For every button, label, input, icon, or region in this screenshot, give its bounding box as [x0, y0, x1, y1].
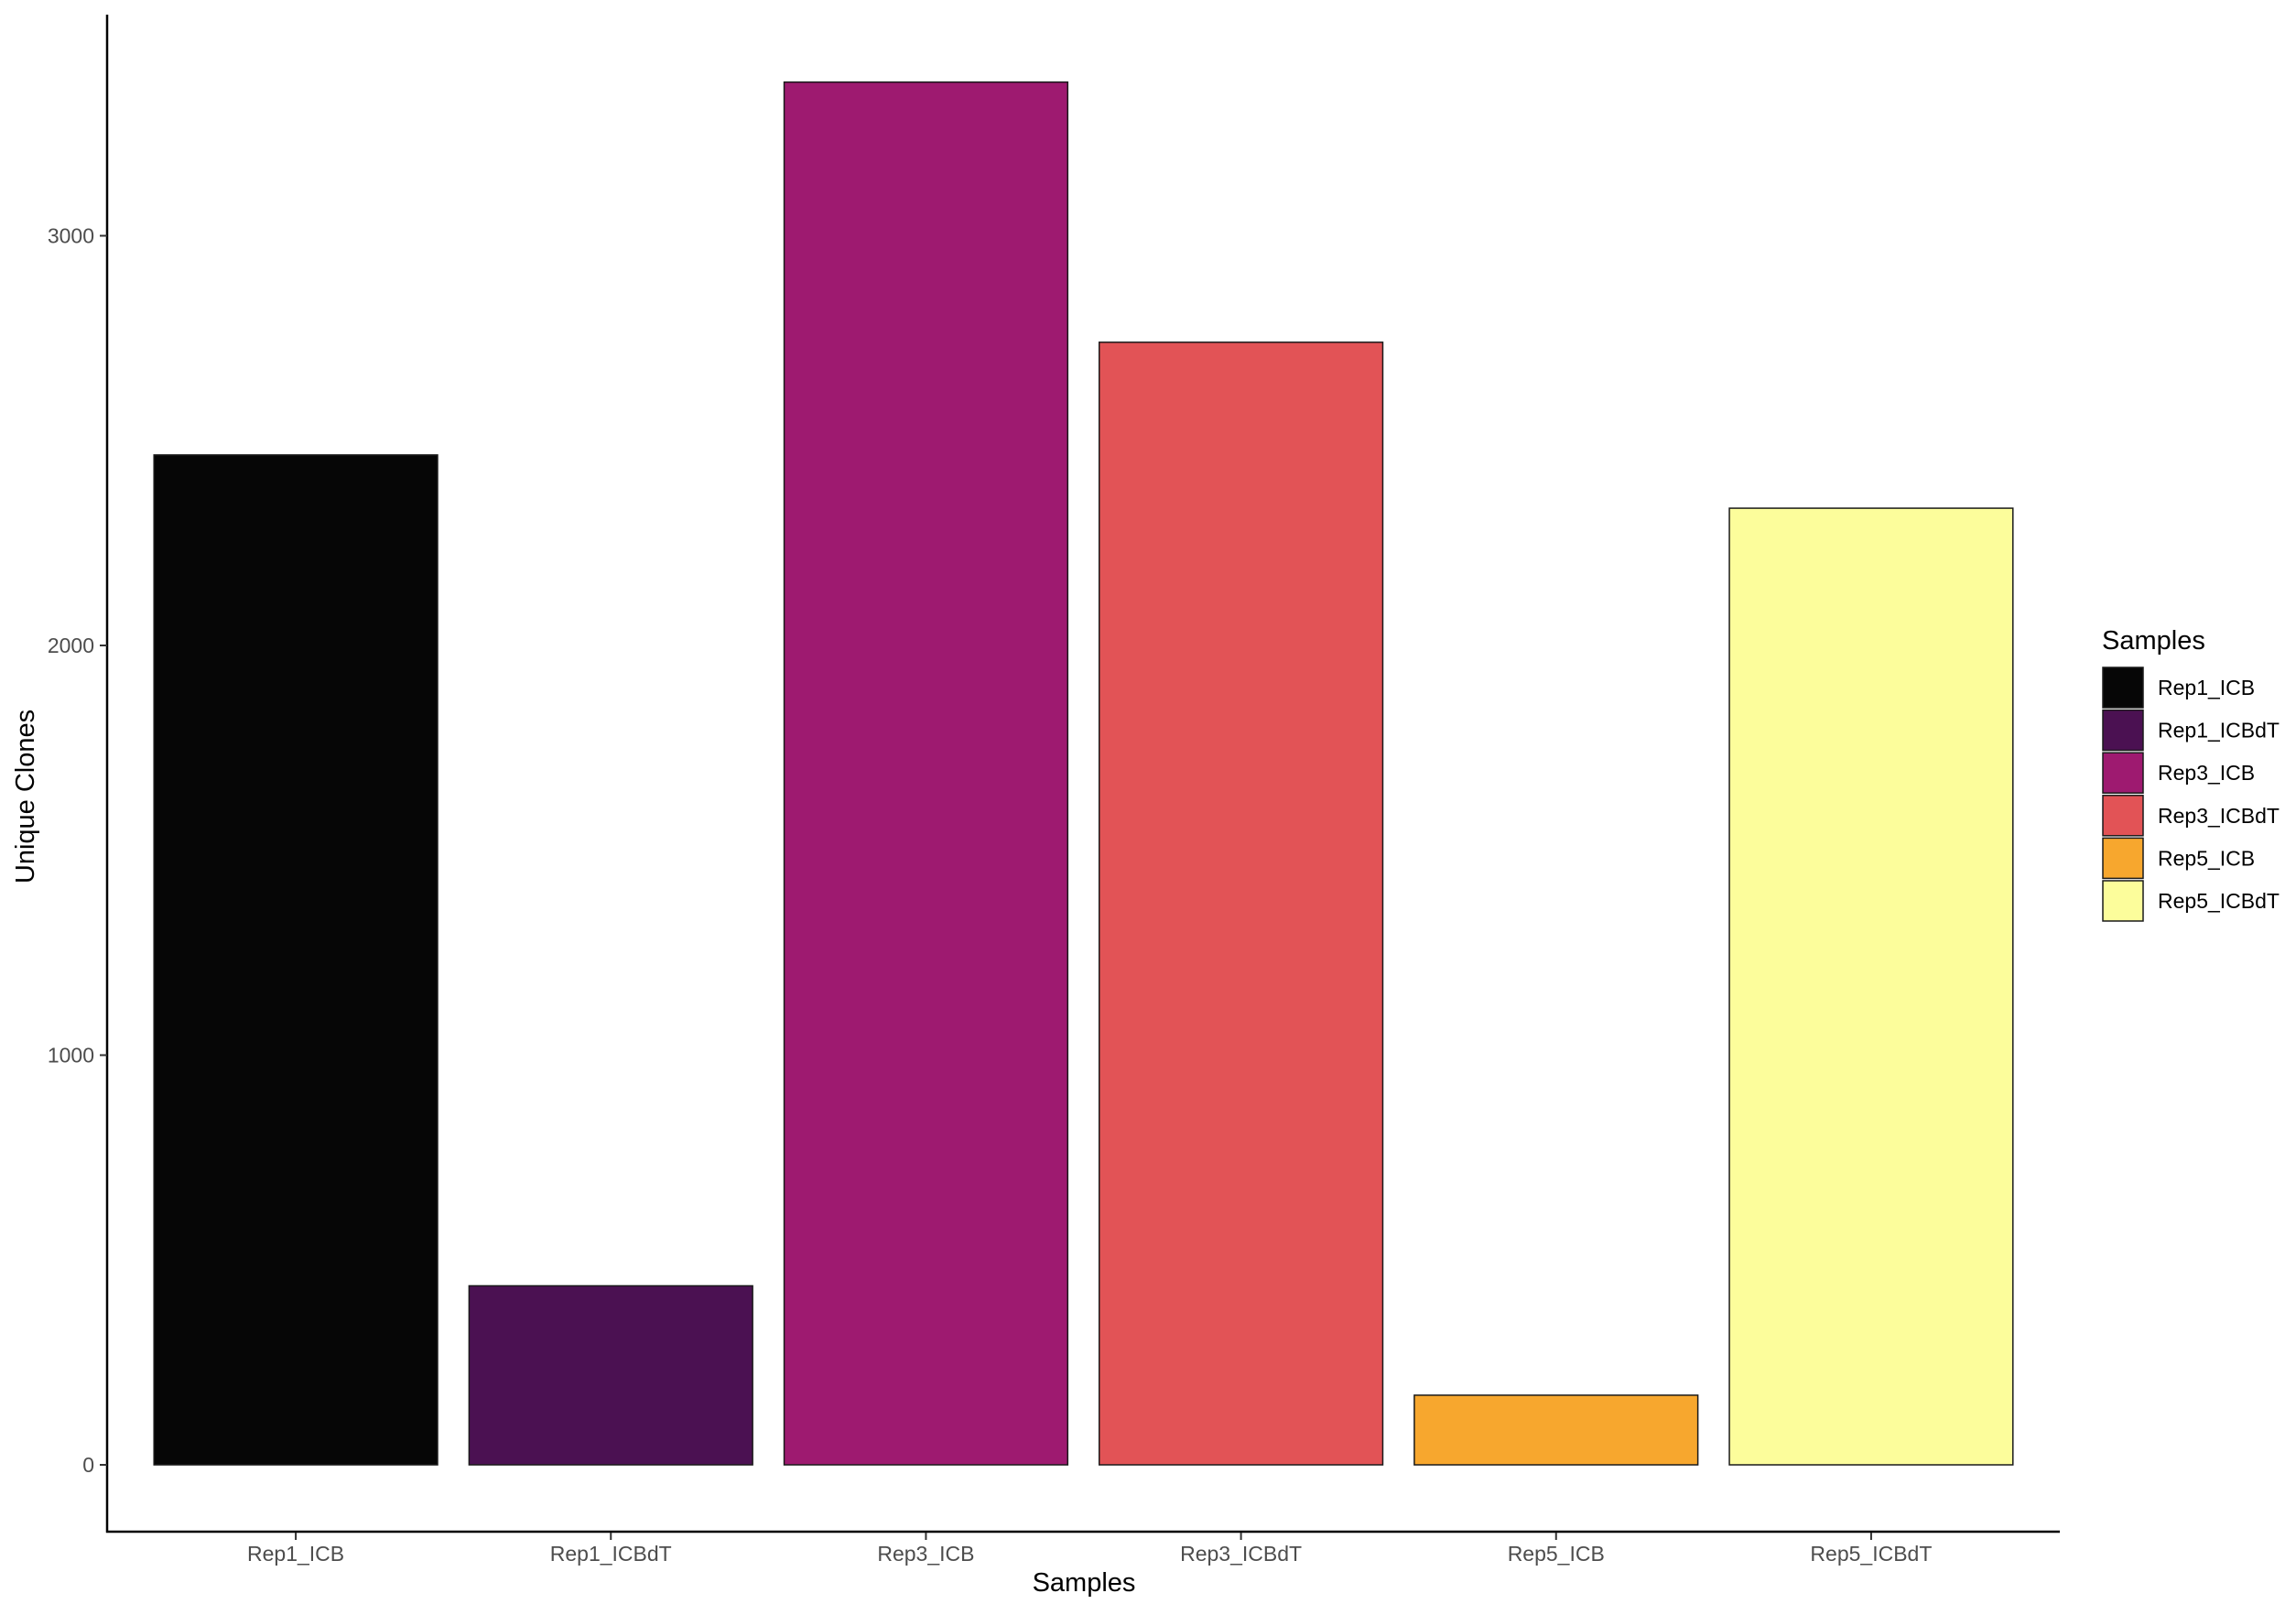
x-axis-title: Samples	[1033, 1568, 1136, 1598]
y-ticks: 0 1000 2000 3000	[48, 224, 107, 1477]
legend: Samples Rep1_ICB Rep1_ICBdT Rep3_ICB Rep3_I…	[2102, 626, 2280, 922]
bar-Rep3_ICBdT	[1098, 341, 1384, 1466]
legend-key-Rep3_ICBdT	[2102, 795, 2144, 837]
legend-items: Rep1_ICB Rep1_ICBdT Rep3_ICB Rep3_ICBdT Rep5…	[2102, 667, 2280, 922]
bars-layer	[153, 81, 2014, 1466]
x-tick-label: Rep5_ICB	[1508, 1542, 1605, 1566]
x-ticks: Rep1_ICB Rep1_ICBdT Rep3_ICB Rep3_ICBdT Rep5…	[247, 1533, 1932, 1566]
y-axis-title: Unique Clones	[11, 710, 40, 883]
legend-key-Rep1_ICB	[2102, 667, 2144, 709]
legend-key-Rep1_ICBdT	[2102, 709, 2144, 752]
y-tick-label: 0	[82, 1453, 94, 1477]
legend-title: Samples	[2102, 626, 2205, 656]
y-tick-label: 2000	[48, 634, 94, 657]
legend-label: Rep1_ICB	[2158, 676, 2255, 699]
legend-label: Rep3_ICB	[2158, 761, 2255, 785]
legend-label: Rep5_ICBdT	[2158, 889, 2280, 913]
bar-Rep1_ICB	[153, 454, 439, 1466]
x-tick-label: Rep5_ICBdT	[1810, 1542, 1932, 1566]
x-tick-label: Rep3_ICBdT	[1180, 1542, 1302, 1566]
bar-Rep3_ICB	[783, 81, 1069, 1466]
legend-label: Rep1_ICBdT	[2158, 719, 2280, 742]
legend-label: Rep5_ICB	[2158, 846, 2255, 870]
legend-key-Rep5_ICB	[2102, 837, 2144, 880]
legend-key-Rep3_ICB	[2102, 752, 2144, 794]
bar-Rep1_ICBdT	[468, 1284, 753, 1466]
legend-key-Rep5_ICBdT	[2102, 880, 2144, 922]
x-tick-label: Rep1_ICBdT	[550, 1542, 672, 1566]
legend-label: Rep3_ICBdT	[2158, 804, 2280, 828]
x-tick-label: Rep3_ICB	[877, 1542, 974, 1566]
bar-Rep5_ICBdT	[1728, 507, 2014, 1466]
bar-Rep5_ICB	[1413, 1394, 1699, 1466]
y-tick-label: 1000	[48, 1044, 94, 1068]
y-tick-label: 3000	[48, 224, 94, 248]
x-tick-label: Rep1_ICB	[247, 1542, 344, 1566]
